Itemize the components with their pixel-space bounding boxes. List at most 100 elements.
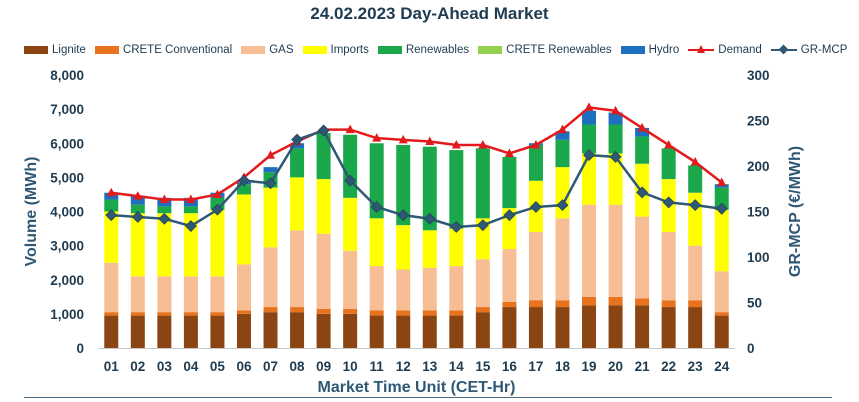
- bar-hydro: [582, 110, 597, 125]
- bar-imports: [104, 211, 119, 263]
- bar-gas: [343, 250, 358, 309]
- bar-crete-conventional: [157, 312, 172, 316]
- point-gr-mcp: [131, 211, 144, 223]
- bar-lignite: [343, 313, 358, 348]
- point-gr-mcp: [636, 186, 649, 199]
- x-tick-label: 05: [210, 359, 226, 374]
- bar-gas: [714, 271, 729, 313]
- bar-renewables: [157, 206, 172, 214]
- bar-lignite: [130, 315, 145, 348]
- bar-crete-conventional: [343, 308, 358, 314]
- x-tick-label: 19: [582, 359, 597, 374]
- legend-label: Renewables: [405, 44, 470, 56]
- bar-imports: [236, 194, 251, 265]
- bar-lignite: [582, 305, 597, 348]
- bar-imports: [449, 228, 464, 267]
- x-tick-label: 24: [714, 359, 730, 374]
- y-tick-label: 2,000: [50, 273, 84, 288]
- legend-swatch: [620, 46, 645, 54]
- bar-crete-conventional: [104, 312, 119, 316]
- bar-imports: [157, 213, 172, 277]
- x-tick-label: 22: [661, 359, 676, 374]
- bar-gas: [236, 264, 251, 311]
- bar-renewables: [422, 146, 437, 231]
- bar-lignite: [183, 315, 198, 348]
- point-gr-mcp: [238, 174, 250, 187]
- bar-imports: [502, 208, 517, 250]
- y2-axis-title: GR-MCP (€/MWh): [787, 146, 804, 277]
- bar-imports: [582, 153, 597, 205]
- y2-tick-label: 250: [747, 114, 770, 129]
- x-tick-label: 02: [130, 359, 145, 374]
- y-tick-label: 8,000: [50, 68, 84, 83]
- x-tick-label: 01: [104, 359, 120, 374]
- bar-imports: [210, 209, 225, 277]
- legend-label: Lignite: [52, 44, 86, 56]
- bottom-divider: [24, 397, 832, 398]
- bar-renewables: [343, 134, 358, 198]
- point-demand: [398, 134, 408, 144]
- bar-imports: [343, 197, 358, 251]
- bar-imports: [290, 177, 305, 231]
- bar-crete-conventional: [635, 298, 650, 306]
- bar-gas: [475, 259, 490, 308]
- bar-renewables: [369, 143, 384, 219]
- point-demand: [611, 105, 621, 115]
- point-gr-mcp: [583, 149, 595, 162]
- x-tick-label: 08: [290, 359, 306, 374]
- bar-gas: [608, 204, 623, 297]
- legend-label: CRETE Conventional: [122, 44, 233, 56]
- point-gr-mcp: [105, 209, 118, 222]
- y2-tick-label: 300: [747, 68, 770, 83]
- point-gr-mcp: [450, 221, 463, 233]
- point-demand: [504, 148, 514, 157]
- bar-crete-conventional: [582, 296, 597, 306]
- point-gr-mcp: [503, 209, 516, 222]
- bar-hydro: [130, 196, 145, 205]
- point-gr-mcp: [609, 150, 622, 163]
- x-tick-label: 13: [422, 359, 438, 374]
- point-gr-mcp: [184, 220, 197, 232]
- triangle-marker-icon: [697, 45, 706, 53]
- legend-item-lignite: Lignite: [24, 44, 86, 56]
- bar-lignite: [396, 315, 411, 348]
- bar-lignite: [263, 312, 278, 348]
- bar-renewables: [449, 150, 464, 229]
- y2-tick-label: 50: [747, 296, 762, 311]
- point-demand: [717, 177, 727, 186]
- bar-imports: [608, 153, 623, 205]
- point-demand: [159, 194, 169, 204]
- point-gr-mcp: [476, 219, 489, 232]
- y2-tick-label: 0: [747, 341, 755, 356]
- bar-gas: [502, 249, 517, 302]
- legend-swatch: [478, 46, 503, 54]
- bar-renewables: [396, 144, 411, 226]
- x-tick-label: 07: [263, 359, 278, 374]
- point-gr-mcp: [662, 196, 675, 209]
- bar-imports: [475, 218, 490, 260]
- bar-lignite: [555, 307, 570, 348]
- point-gr-mcp: [291, 133, 303, 146]
- point-demand: [451, 139, 461, 149]
- bar-imports: [183, 213, 198, 277]
- bar-gas: [263, 247, 278, 308]
- legend-swatch: [94, 46, 119, 54]
- bar-crete-conventional: [555, 300, 570, 308]
- bar-hydro: [608, 112, 623, 125]
- point-demand: [557, 124, 567, 134]
- point-demand: [584, 102, 594, 111]
- x-tick-label: 14: [449, 359, 465, 374]
- bar-hydro: [555, 131, 570, 140]
- legend-label: Hydro: [648, 44, 680, 56]
- bar-gas: [369, 266, 384, 311]
- y-tick-label: 4,000: [50, 205, 84, 220]
- x-axis-title: Market Time Unit (CET-Hr): [318, 379, 516, 396]
- legend-line-swatch: [770, 44, 797, 55]
- bar-crete-conventional: [528, 300, 543, 308]
- bar-crete-conventional: [502, 301, 517, 308]
- legend-item-crete-renewables: CRETE Renewables: [478, 44, 612, 56]
- bar-gas: [157, 276, 172, 313]
- x-tick-label: 16: [502, 359, 518, 374]
- x-tick-label: 18: [555, 359, 571, 374]
